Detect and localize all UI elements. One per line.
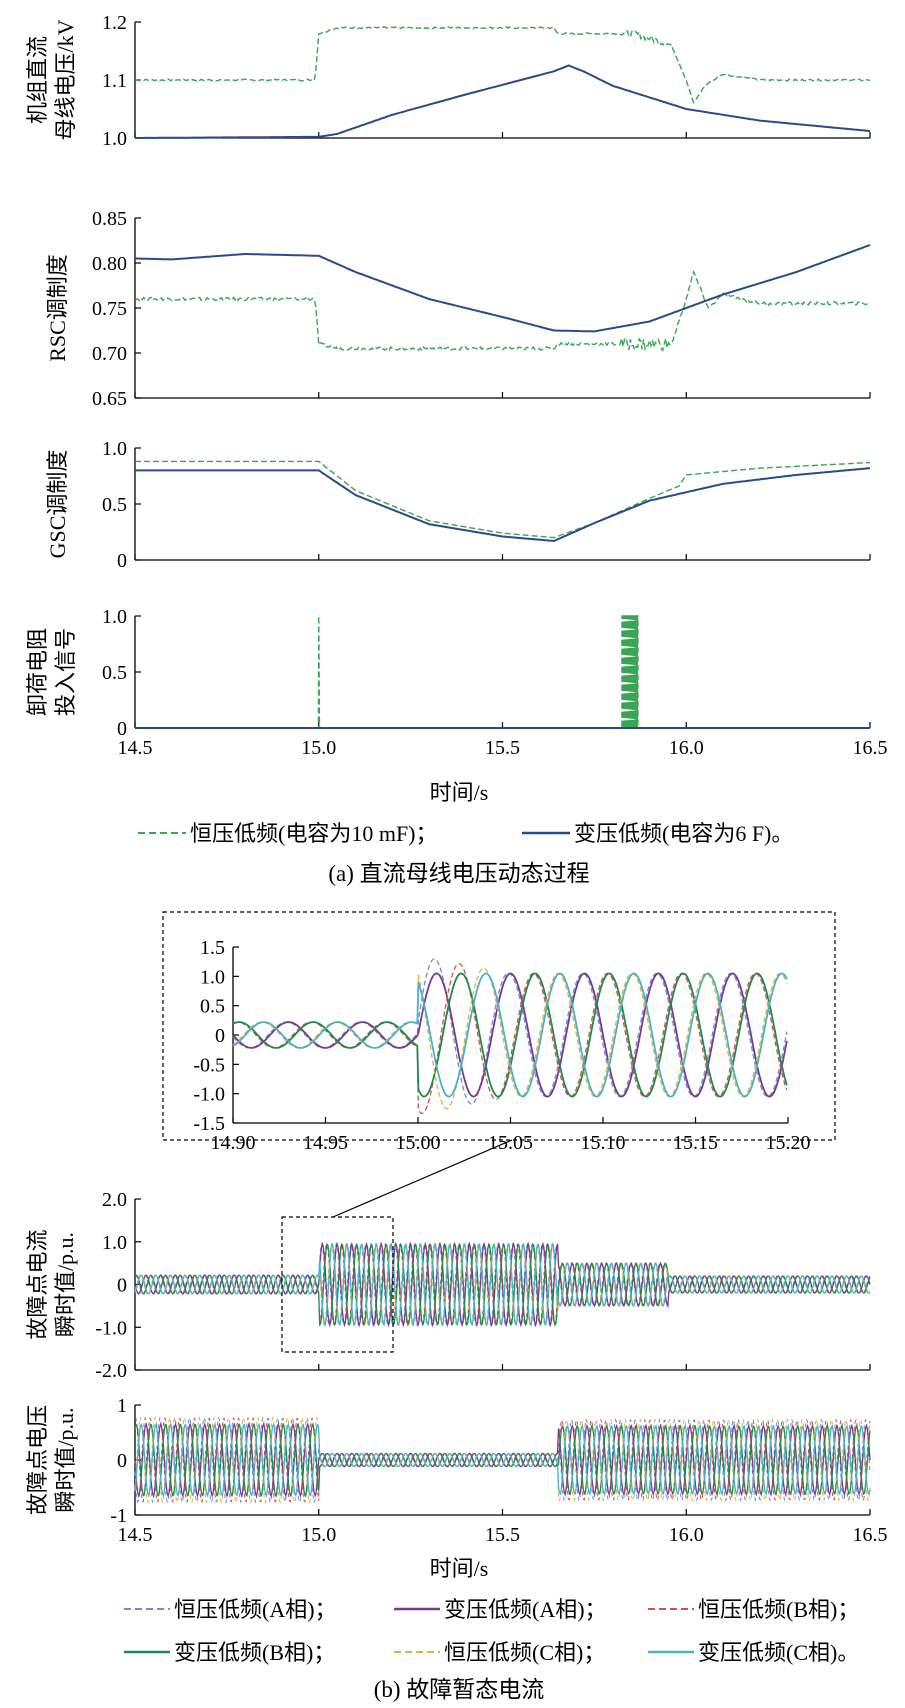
y-tick-label: 0.70 <box>92 343 127 365</box>
series-variable-phase <box>134 1423 871 1497</box>
y-tick-label: 1.0 <box>102 128 127 150</box>
y-axis-label: GSC调制度 <box>45 450 70 559</box>
y-axis-label: 投入信号 <box>53 628 78 716</box>
x-tick-label: 15.15 <box>673 1132 718 1154</box>
zoom-series-constant <box>232 967 788 1110</box>
y-tick-label: 1.0 <box>102 438 127 460</box>
y-tick-label: 0.5 <box>102 662 127 684</box>
legend-b-item-1: 变压低频(A相)； <box>444 1597 607 1622</box>
part-a-legend: 恒压低频(电容为10 mF)； 变压低频(电容为6 F)。 <box>138 821 793 846</box>
legend-b-item-5: 变压低频(C相)。 <box>698 1640 859 1665</box>
y-tick-label: 0.80 <box>92 253 127 275</box>
x-tick-label: 14.95 <box>303 1132 348 1154</box>
zoom-series-variable <box>232 972 788 1098</box>
y-tick-label: 1.2 <box>102 12 127 34</box>
y-tick-label: 0 <box>117 550 127 572</box>
x-tick-label: 15.5 <box>485 737 520 759</box>
y-tick-label: 0 <box>215 1025 225 1047</box>
y-axis-label: 瞬时值/p.u. <box>53 1407 78 1512</box>
y-tick-label: 2.0 <box>102 1189 127 1211</box>
series-constant-phase <box>134 1243 871 1326</box>
part-a-xlabel: 时间/s <box>430 780 489 805</box>
series-variable-phase <box>134 1422 871 1498</box>
x-tick-label: 15.0 <box>301 1524 336 1546</box>
x-tick-label: 16.0 <box>669 1524 704 1546</box>
x-tick-label: 15.5 <box>485 1524 520 1546</box>
part-b-xlabel: 时间/s <box>430 1556 489 1581</box>
y-axis-label: 卸荷电阻 <box>25 628 50 716</box>
x-tick-label: 15.00 <box>396 1132 441 1154</box>
y-tick-label: -2.0 <box>95 1360 127 1382</box>
legend-b-item-4: 恒压低频(C相)； <box>444 1640 605 1665</box>
y-axis-label: 母线电压/kV <box>53 19 78 140</box>
series-variable-phase <box>134 1241 871 1328</box>
x-tick-label: 14.5 <box>118 737 153 759</box>
y-tick-label: -0.5 <box>193 1054 225 1076</box>
y-tick-label: 0 <box>117 1275 127 1297</box>
x-tick-label: 15.10 <box>581 1132 626 1154</box>
legend-b-item-0: 恒压低频(A相)； <box>174 1597 337 1622</box>
part-a-caption: (a) 直流母线电压动态过程 <box>328 861 589 886</box>
y-tick-label: 1 <box>117 1395 127 1417</box>
series-variable-voltage <box>135 244 871 333</box>
y-tick-label: 0.5 <box>200 996 225 1018</box>
x-tick-label: 15.05 <box>488 1132 533 1154</box>
x-tick-label: 14.90 <box>211 1132 256 1154</box>
legend-b-item-2: 恒压低频(B相)； <box>698 1597 859 1622</box>
y-tick-label: -1.0 <box>95 1317 127 1339</box>
y-tick-label: 0.65 <box>92 388 127 410</box>
y-tick-label: 0 <box>117 718 127 740</box>
series-variable-voltage <box>135 467 871 543</box>
series-variable-phase <box>134 1423 871 1497</box>
zoom-series-variable <box>232 972 788 1098</box>
legend-a-item-1: 变压低频(电容为6 F)。 <box>574 821 793 846</box>
zoom-series-variable <box>232 972 788 1098</box>
part-b-legend: 恒压低频(A相)； 变压低频(A相)； 恒压低频(B相)； 变压低频(B相)； … <box>124 1597 859 1665</box>
y-axis-label: 机组直流 <box>25 36 50 124</box>
y-tick-label: 1.0 <box>102 1232 127 1254</box>
y-tick-label: -1.0 <box>193 1084 225 1106</box>
y-axis-label: RSC调制度 <box>45 254 70 362</box>
part-b-caption: (b) 故障暂态电流 <box>374 1677 545 1702</box>
y-axis-label: 故障点电压 <box>25 1405 50 1515</box>
x-tick-label: 16.5 <box>853 737 888 759</box>
y-tick-label: -1 <box>110 1505 127 1527</box>
y-axis-label: 瞬时值/p.u. <box>53 1232 78 1337</box>
y-tick-label: 1.0 <box>102 606 127 628</box>
y-tick-label: -1.5 <box>193 1113 225 1135</box>
y-tick-label: 0 <box>117 1450 127 1472</box>
series-constant-voltage <box>134 269 871 353</box>
y-axis-label: 故障点电流 <box>25 1229 50 1339</box>
series-constant-voltage <box>135 615 870 729</box>
x-tick-label: 16.0 <box>669 737 704 759</box>
series-constant-voltage <box>134 26 871 104</box>
legend-b-item-3: 变压低频(B相)； <box>174 1640 335 1665</box>
zoom-connector-line <box>332 1139 513 1218</box>
series-variable-voltage <box>135 64 871 139</box>
series-variable-phase <box>134 1242 871 1327</box>
y-tick-label: 0.75 <box>92 298 127 320</box>
y-tick-label: 0.85 <box>92 208 127 230</box>
y-tick-label: 1.0 <box>200 966 225 988</box>
x-tick-label: 15.0 <box>301 737 336 759</box>
x-tick-label: 15.20 <box>766 1132 811 1154</box>
legend-a-item-0: 恒压低频(电容为10 mF)； <box>190 821 438 846</box>
series-variable-phase <box>134 1242 871 1327</box>
series-constant-voltage <box>135 460 871 539</box>
x-tick-label: 14.5 <box>118 1524 153 1546</box>
y-tick-label: 1.5 <box>200 937 225 959</box>
zoom-source-box <box>281 1216 394 1353</box>
x-tick-label: 16.5 <box>853 1524 888 1546</box>
y-tick-label: 1.1 <box>102 70 127 92</box>
zoom-inset-frame <box>162 911 836 1141</box>
series-constant-phase <box>134 1242 871 1327</box>
y-tick-label: 0.5 <box>102 494 127 516</box>
